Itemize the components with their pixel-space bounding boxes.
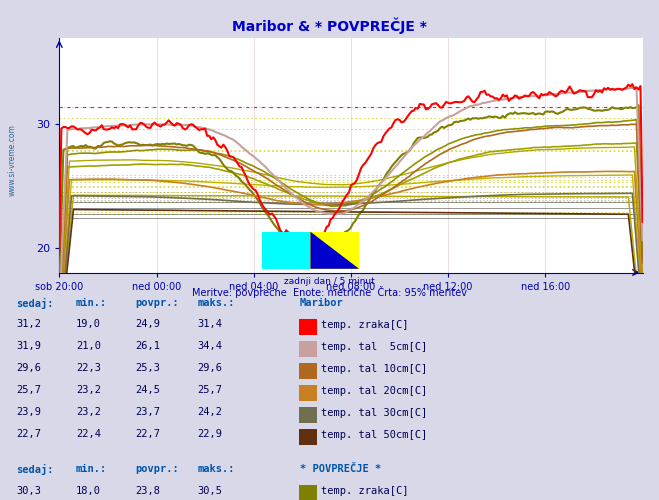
Text: 31,2: 31,2	[16, 320, 42, 330]
Text: maks.:: maks.:	[198, 298, 235, 308]
Text: 24,9: 24,9	[135, 320, 160, 330]
Text: 30,5: 30,5	[198, 486, 223, 496]
Text: povpr.:: povpr.:	[135, 464, 179, 474]
Text: 22,3: 22,3	[76, 364, 101, 374]
Text: 26,1: 26,1	[135, 342, 160, 351]
Bar	[262, 232, 310, 269]
Text: 29,6: 29,6	[198, 364, 223, 374]
Text: min.:: min.:	[76, 298, 107, 308]
Text: povpr.:: povpr.:	[135, 298, 179, 308]
Text: 29,6: 29,6	[16, 364, 42, 374]
Text: temp. tal 30cm[C]: temp. tal 30cm[C]	[321, 408, 427, 418]
Text: 21,0: 21,0	[76, 342, 101, 351]
Text: 25,7: 25,7	[16, 386, 42, 396]
Text: 23,7: 23,7	[135, 408, 160, 418]
Text: sedaj:: sedaj:	[16, 298, 54, 308]
Text: temp. zraka[C]: temp. zraka[C]	[321, 320, 409, 330]
Text: 22,4: 22,4	[76, 430, 101, 440]
Text: 23,2: 23,2	[76, 386, 101, 396]
Text: Meritve: povprečne  Enote: metrične  Črta: 95% meritev: Meritve: povprečne Enote: metrične Črta:…	[192, 286, 467, 298]
Text: temp. tal 10cm[C]: temp. tal 10cm[C]	[321, 364, 427, 374]
Text: zadnji dan / 5 minut: zadnji dan / 5 minut	[284, 276, 375, 285]
Text: 34,4: 34,4	[198, 342, 223, 351]
Text: 24,2: 24,2	[198, 408, 223, 418]
Text: 22,7: 22,7	[135, 430, 160, 440]
Text: 22,9: 22,9	[198, 430, 223, 440]
Text: 23,9: 23,9	[16, 408, 42, 418]
Text: www.si-vreme.com: www.si-vreme.com	[8, 124, 17, 196]
Text: maks.:: maks.:	[198, 464, 235, 474]
Text: Maribor: Maribor	[300, 298, 343, 308]
Text: 18,0: 18,0	[76, 486, 101, 496]
Text: 19,0: 19,0	[76, 320, 101, 330]
Text: 22,7: 22,7	[16, 430, 42, 440]
Text: 25,3: 25,3	[135, 364, 160, 374]
Text: 31,9: 31,9	[16, 342, 42, 351]
Text: temp. tal 20cm[C]: temp. tal 20cm[C]	[321, 386, 427, 396]
Text: 30,3: 30,3	[16, 486, 42, 496]
Text: * POVPREČJE *: * POVPREČJE *	[300, 464, 381, 474]
Text: min.:: min.:	[76, 464, 107, 474]
Text: Maribor & * POVPREČJE *: Maribor & * POVPREČJE *	[232, 18, 427, 34]
Text: sedaj:: sedaj:	[16, 464, 54, 475]
Text: temp. tal 50cm[C]: temp. tal 50cm[C]	[321, 430, 427, 440]
Text: 25,7: 25,7	[198, 386, 223, 396]
Text: 23,2: 23,2	[76, 408, 101, 418]
Polygon shape	[310, 232, 359, 269]
Text: temp. zraka[C]: temp. zraka[C]	[321, 486, 409, 496]
Text: temp. tal  5cm[C]: temp. tal 5cm[C]	[321, 342, 427, 351]
Text: 23,8: 23,8	[135, 486, 160, 496]
Text: 31,4: 31,4	[198, 320, 223, 330]
Bar	[262, 232, 359, 269]
Text: 24,5: 24,5	[135, 386, 160, 396]
